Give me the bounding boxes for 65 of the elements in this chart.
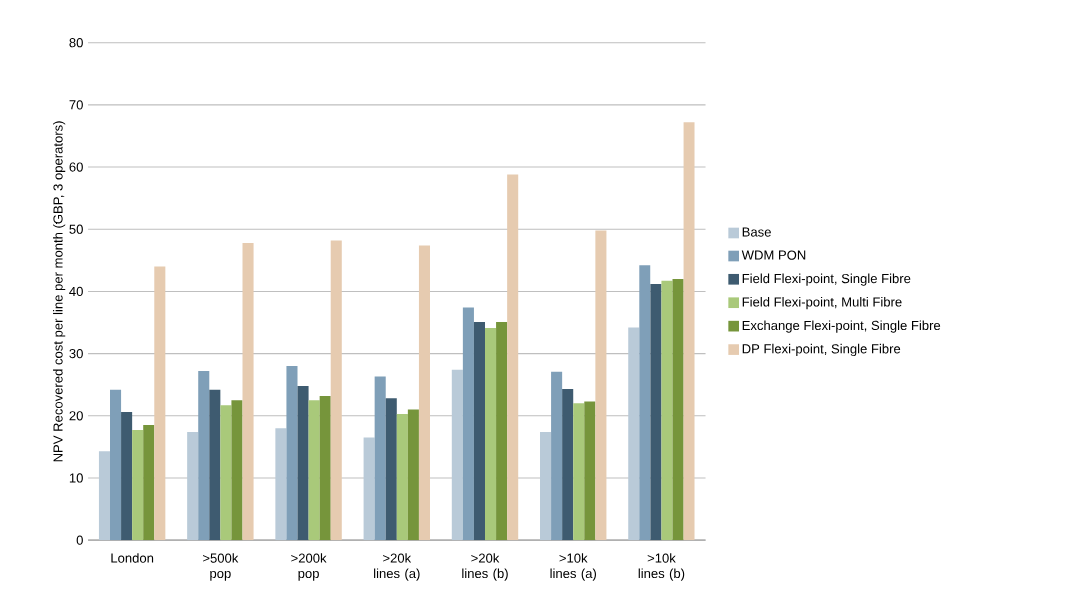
x-tick-label: >10k lines (b) (638, 553, 685, 581)
bar (143, 425, 155, 541)
bar (628, 327, 640, 541)
bar (595, 230, 607, 541)
y-tick-label: 50 (69, 224, 83, 234)
x-tick-label: >200k pop (291, 553, 327, 581)
y-tick-label: 10 (69, 473, 83, 483)
bar (573, 403, 585, 541)
legend-label: DP Flexi-point, Single Fibre (742, 343, 901, 356)
y-tick-label: 20 (69, 411, 83, 421)
bar (374, 376, 386, 541)
bar (418, 245, 430, 541)
bar (496, 321, 508, 541)
y-axis-title: NPV Recovered cost per line per month (GBP, 3 operators) (53, 121, 66, 462)
x-tick-label: >10k lines (a) (550, 553, 596, 581)
bar (121, 411, 133, 541)
bar (98, 451, 111, 541)
bar (639, 265, 651, 541)
bar (396, 413, 408, 541)
bar (220, 405, 232, 541)
y-tick-label: 60 (69, 162, 83, 172)
bar (308, 400, 320, 541)
bar (540, 431, 552, 541)
x-tick-label: >20k lines (a) (374, 553, 420, 581)
bar (319, 395, 331, 541)
x-tick-label: >500k pop (203, 553, 239, 581)
bar (473, 321, 486, 541)
bar (231, 400, 243, 541)
y-tick-label: 40 (69, 286, 83, 296)
legend-label: Field Flexi-point, Single Fibre (742, 273, 911, 286)
bar (363, 437, 375, 541)
bar (154, 266, 166, 541)
y-tick-label: 70 (69, 100, 83, 110)
bar (110, 389, 122, 541)
legend-label: Exchange Flexi-point, Single Fibre (742, 320, 941, 333)
bar (385, 398, 397, 541)
x-tick-label: London (111, 553, 154, 563)
bar (209, 389, 221, 541)
legend-label: WDM PON (741, 250, 806, 260)
bar (462, 307, 474, 541)
bar (132, 430, 144, 541)
bar (286, 365, 298, 541)
y-tick-label: 0 (76, 535, 83, 545)
x-tick-label: >20k lines (b) (462, 553, 508, 581)
bar (485, 328, 497, 541)
bar (187, 431, 199, 541)
bar (683, 122, 695, 541)
bar (661, 280, 673, 541)
bar (407, 409, 419, 541)
bar (562, 388, 574, 541)
bar (242, 242, 254, 541)
legend-label: Base (742, 227, 771, 237)
y-tick-label: 80 (69, 37, 83, 48)
bar (297, 385, 309, 541)
y-tick-label: 30 (69, 348, 83, 359)
legend-label: Field Flexi-point, Multi Fibre (742, 296, 902, 310)
bar (507, 174, 519, 541)
bar (584, 401, 596, 541)
bar (330, 240, 342, 541)
bar (551, 371, 563, 541)
bar (275, 428, 287, 541)
bar (451, 369, 463, 541)
bar (672, 278, 684, 541)
bar (198, 370, 210, 541)
bar (650, 283, 662, 541)
